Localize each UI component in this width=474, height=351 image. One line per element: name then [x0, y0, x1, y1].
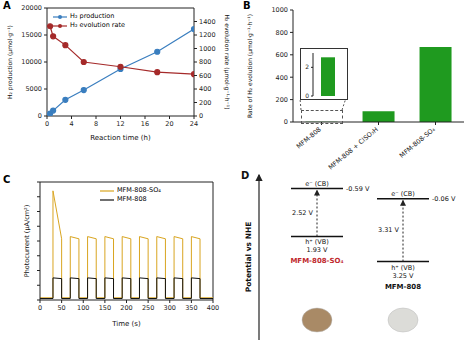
- svg-text:MFM-808: MFM-808: [295, 125, 323, 150]
- svg-text:h⁺ (VB): h⁺ (VB): [391, 264, 415, 272]
- svg-text:1200: 1200: [199, 31, 216, 39]
- html-text:A: A: [3, 0, 11, 11]
- svg-text:16: 16: [141, 120, 149, 128]
- svg-text:8: 8: [94, 120, 98, 128]
- svg-text:MFM-808-SO₄: MFM-808-SO₄: [398, 125, 437, 160]
- svg-text:800: 800: [199, 58, 211, 66]
- svg-text:Rate of H₂ evolution (μmol·g⁻¹: Rate of H₂ evolution (μmol·g⁻¹·h⁻¹): [246, 14, 254, 118]
- svg-text:0: 0: [38, 112, 42, 120]
- html-text:H₂ production: H₂ production: [70, 12, 115, 20]
- svg-text:400: 400: [199, 85, 211, 93]
- html-text:H₂ evolution rate: H₂ evolution rate: [70, 21, 125, 29]
- svg-text:2: 2: [305, 63, 309, 70]
- svg-text:20000: 20000: [21, 4, 42, 12]
- svg-text:350: 350: [185, 304, 197, 312]
- svg-text:2.52 V: 2.52 V: [292, 209, 314, 217]
- svg-text:12: 12: [116, 120, 124, 128]
- svg-text:D: D: [241, 170, 249, 181]
- html-text:MFM-808: MFM-808: [117, 195, 147, 203]
- svg-text:e⁻ (CB): e⁻ (CB): [391, 190, 415, 198]
- svg-text:50: 50: [57, 304, 65, 312]
- svg-text:400: 400: [276, 74, 288, 82]
- svg-text:150: 150: [99, 304, 111, 312]
- svg-text:200: 200: [276, 96, 288, 104]
- svg-text:250: 250: [142, 304, 154, 312]
- svg-text:Reaction time (h): Reaction time (h): [90, 134, 151, 142]
- svg-text:0: 0: [199, 112, 203, 120]
- svg-text:5000: 5000: [25, 85, 42, 93]
- svg-text:0: 0: [284, 118, 288, 126]
- svg-text:400: 400: [207, 304, 219, 312]
- svg-text:Photocurrent (μA/cm²): Photocurrent (μA/cm²): [23, 205, 31, 277]
- svg-text:10000: 10000: [21, 58, 42, 66]
- svg-text:MFM-808: MFM-808: [385, 283, 421, 291]
- svg-text:0: 0: [305, 92, 309, 99]
- svg-text:0: 0: [38, 304, 42, 312]
- svg-text:600: 600: [276, 51, 288, 59]
- svg-text:100: 100: [77, 304, 89, 312]
- svg-text:3.31 V: 3.31 V: [378, 226, 400, 234]
- svg-text:MFM-808-SO₄: MFM-808-SO₄: [290, 257, 343, 265]
- svg-text:200: 200: [199, 99, 211, 107]
- svg-text:200: 200: [120, 304, 132, 312]
- svg-text:1000: 1000: [199, 45, 216, 53]
- svg-text:24: 24: [190, 120, 198, 128]
- svg-text:1000: 1000: [271, 6, 288, 14]
- svg-text:e⁻ (CB): e⁻ (CB): [305, 180, 329, 188]
- svg-text:-0.06 V: -0.06 V: [432, 195, 456, 203]
- svg-text:-0.59 V: -0.59 V: [346, 185, 370, 193]
- svg-text:600: 600: [199, 72, 211, 80]
- svg-text:4: 4: [69, 120, 73, 128]
- svg-text:Potential vs NHE: Potential vs NHE: [244, 222, 253, 293]
- svg-text:MFM-808 + ClSO₃H: MFM-808 + ClSO₃H: [327, 125, 380, 171]
- svg-text:H₂ evolution rate (μmol·g⁻¹·h⁻: H₂ evolution rate (μmol·g⁻¹·h⁻¹): [223, 15, 231, 110]
- html-text:C: C: [3, 174, 11, 185]
- svg-text:20: 20: [165, 120, 173, 128]
- html-text:B: B: [243, 0, 251, 11]
- svg-text:300: 300: [164, 304, 176, 312]
- svg-text:800: 800: [276, 29, 288, 37]
- svg-text:1.93 V: 1.93 V: [307, 246, 329, 254]
- svg-text:3.25 V: 3.25 V: [393, 272, 415, 280]
- svg-text:h⁺ (VB): h⁺ (VB): [305, 238, 329, 246]
- svg-text:1400: 1400: [199, 18, 216, 26]
- svg-text:0: 0: [45, 120, 49, 128]
- svg-text:15000: 15000: [21, 31, 42, 39]
- svg-text:H₂ production (μmol·g⁻¹): H₂ production (μmol·g⁻¹): [6, 25, 14, 99]
- svg-text:Time (s): Time (s): [111, 320, 141, 328]
- html-text:MFM-808-SO₄: MFM-808-SO₄: [117, 186, 161, 194]
